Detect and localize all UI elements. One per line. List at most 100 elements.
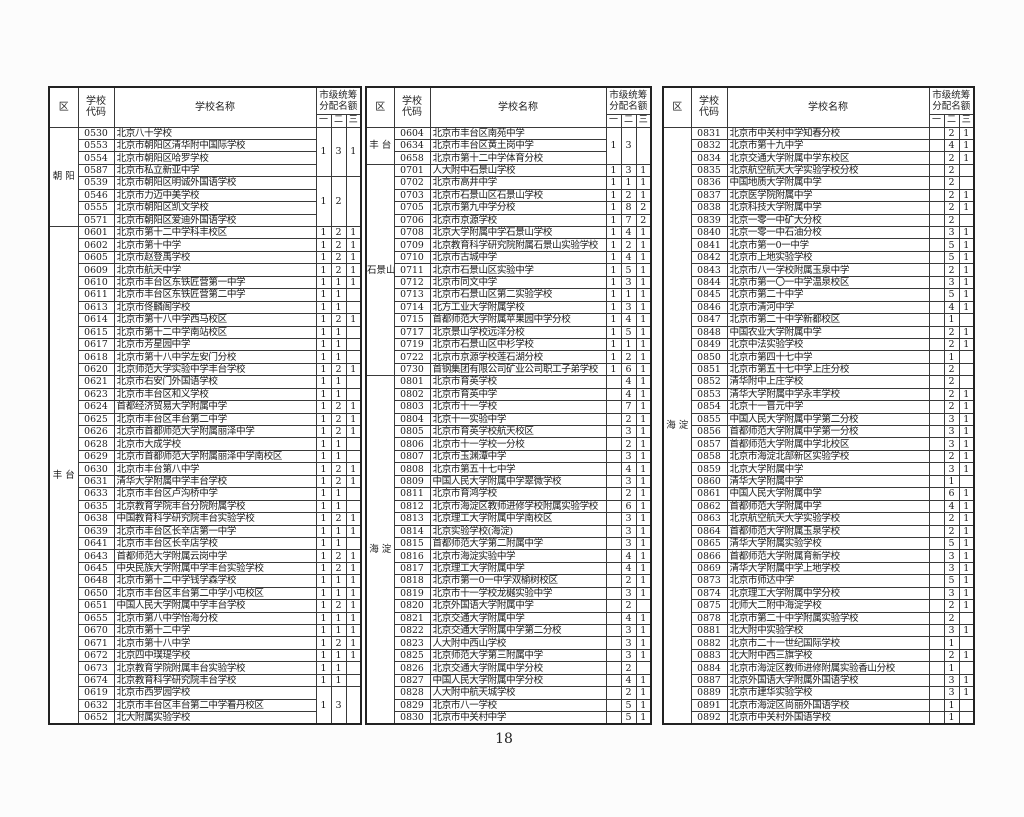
quota-value-cell — [928, 201, 945, 215]
quota-value-cell: 2 — [943, 611, 960, 626]
table-row: 0617 北京市芳星园中学 1 1 — [49, 337, 362, 352]
quota-value-cell: 1 — [315, 288, 332, 302]
school-name-cell: 北京航空航天大学实验学校分校 — [726, 163, 930, 178]
school-name-cell: 北京十一实验中学 — [429, 412, 607, 427]
quota-value-cell: 2 — [620, 661, 637, 675]
quota-value-cell: 4 — [943, 300, 960, 315]
school-name-cell: 首都师范大学附属云岗中学 — [113, 549, 317, 563]
school-name-cell: 北京市第五十七中学 — [429, 462, 607, 476]
quota-value-cell: 3 — [620, 636, 637, 650]
table-row: 0852 清华附中上庄学校 2 — [663, 375, 975, 389]
quota-value-cell: 4 — [943, 138, 960, 153]
quota-value-cell: 1 — [958, 549, 975, 563]
quota-value-cell: 1 — [345, 263, 362, 277]
school-code-cell: 0554 — [77, 151, 115, 165]
quota-value-cell: 1 — [345, 599, 362, 613]
school-code-cell: 0626 — [77, 424, 115, 439]
quota-value-cell: 1 — [958, 188, 975, 203]
school-name-cell: 北京大学附属中学 — [726, 462, 930, 476]
quota-value-cell: 1 — [958, 512, 975, 526]
quota-value-cell: 1 — [635, 275, 652, 290]
quota-value-cell — [928, 499, 945, 514]
school-code-cell: 0841 — [690, 238, 728, 252]
school-code-cell: 0706 — [393, 213, 431, 228]
school-code-cell: 0856 — [690, 424, 728, 439]
quota-value-cell: 4 — [620, 313, 637, 327]
quota-value-cell — [928, 337, 945, 352]
quota-value-cell: 3 — [620, 300, 637, 315]
table-row: 0611 北京市丰台区东铁匠营第二中学 1 1 — [49, 288, 362, 302]
quota-value-cell: 1 — [635, 686, 652, 700]
quota-value-cell: 2 — [330, 424, 347, 439]
district-cell: 丰 台 — [48, 226, 79, 725]
quota-value-cell — [345, 536, 362, 551]
school-name-cell: 北京市八一学校 — [429, 698, 607, 713]
quota-value-cell — [928, 375, 945, 389]
quota-value-cell: 1 — [315, 623, 332, 638]
quota-value-cell: 2 — [943, 213, 960, 228]
school-code-cell: 0617 — [77, 337, 115, 352]
school-code-cell: 0863 — [690, 512, 728, 526]
table-row: 0840 北京一零一中石油分校 3 1 — [663, 225, 975, 240]
school-name-cell: 中国人民大学附属中学翠微学校 — [429, 474, 607, 489]
quota-value-cell: 1 — [958, 238, 975, 252]
school-name-cell: 人大附中西山学校 — [429, 636, 607, 650]
quota-value-cell — [928, 300, 945, 315]
quota-value-cell: 1 — [605, 362, 622, 377]
quota-value-cell: 1 — [315, 611, 332, 626]
quota-value-cell — [928, 698, 945, 713]
school-code-cell: 0831 — [690, 126, 728, 140]
quota-value-cell: 1 — [635, 400, 652, 414]
quota-value-cell: 1 — [635, 288, 652, 302]
table-row: 0829 北京市八一学校 5 1 — [366, 698, 652, 713]
quota-value-cell: 1 — [345, 126, 362, 178]
quota-value-cell: 2 — [330, 599, 347, 613]
quota-value-cell: 1 — [635, 263, 652, 277]
school-name-cell: 北京市海淀北部新区实验学校 — [726, 449, 930, 464]
quota-value-cell — [605, 462, 622, 476]
school-code-cell: 0813 — [393, 512, 431, 526]
school-code-cell: 0866 — [690, 549, 728, 563]
school-name-cell: 中国人民大学附属中学分校 — [429, 673, 607, 688]
quota-value-cell: 4 — [620, 375, 637, 389]
quota-value-cell: 1 — [345, 424, 362, 439]
school-name-cell: 北京市第二十中学 — [726, 288, 930, 302]
quota-value-cell: 1 — [635, 499, 652, 514]
quota-value-cell: 1 — [315, 636, 332, 650]
school-name-cell: 北京市第五十七中学上庄分校 — [726, 362, 930, 377]
district-column-header: 区 — [365, 86, 395, 128]
quota-value-cell: 1 — [635, 163, 652, 178]
quota-value-cell: 1 — [958, 126, 975, 140]
table-row: 0807 北京市玉渊潭中学 3 1 — [366, 449, 652, 464]
school-name-cell: 北京市佟麟阁学校 — [113, 300, 317, 315]
quota-value-cell: 1 — [605, 225, 622, 240]
school-code-cell: 0838 — [690, 201, 728, 215]
quota-value-cell: 1 — [958, 424, 975, 439]
school-code-cell: 0615 — [77, 325, 115, 339]
school-code-cell: 0832 — [690, 138, 728, 153]
quota-value-cell: 1 — [635, 250, 652, 265]
quota-value-cell: 1 — [345, 549, 362, 563]
quota-value-cell — [605, 512, 622, 526]
school-code-cell: 0672 — [77, 648, 115, 663]
quota-value-cell: 1 — [345, 561, 362, 576]
school-code-cell: 0722 — [393, 350, 431, 364]
table-row: 0613 北京市佟麟阁学校 1 1 — [49, 300, 362, 315]
quota-value-cell: 1 — [605, 337, 622, 352]
quota-value-cell: 1 — [635, 238, 652, 252]
table-row: 0648 北京市第十二中学钱学森学校 1 1 1 — [49, 574, 362, 588]
school-code-cell: 0821 — [393, 611, 431, 626]
quota-value-cell: 1 — [958, 449, 975, 464]
school-code-cell: 0814 — [393, 524, 431, 538]
school-code-cell: 0602 — [77, 238, 115, 252]
school-code-column-header: 学校代码 — [393, 86, 431, 128]
quota-value-cell — [605, 561, 622, 576]
quota-value-cell — [928, 163, 945, 178]
quota-value-cell — [605, 424, 622, 439]
quota-value-cell: 3 — [620, 449, 637, 464]
quota-value-cell: 2 — [620, 188, 637, 203]
school-name-cell: 首都师范大学附属中学北校区 — [726, 437, 930, 451]
quota-value-cell — [605, 437, 622, 451]
quota-value-cell: 1 — [943, 350, 960, 364]
school-code-cell: 0878 — [690, 611, 728, 626]
